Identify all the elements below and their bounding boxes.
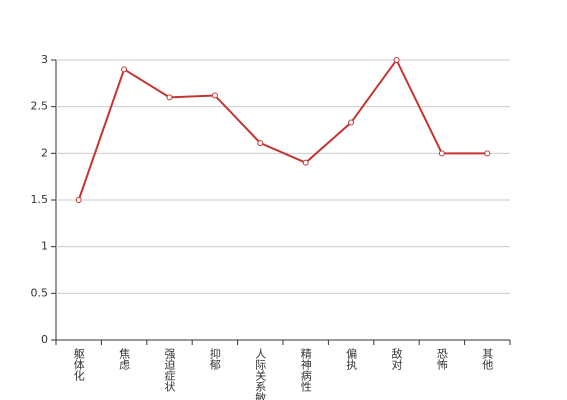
x-tick-label: 强迫症状 (163, 348, 176, 392)
y-tick-label: 3 (41, 53, 48, 66)
x-tick-label: 抑郁 (208, 347, 221, 370)
point (166, 94, 173, 101)
point (211, 92, 218, 99)
x-tick-label: 焦虑 (118, 348, 131, 370)
y-tick-label: 1 (41, 240, 48, 253)
point (302, 159, 309, 166)
x-tick-label: 恐怖 (435, 348, 448, 370)
x-tick-label: 躯体化 (72, 348, 85, 382)
y-tick-label: 0 (41, 333, 48, 346)
x-tick-label: 其他 (481, 348, 494, 370)
point (257, 140, 264, 147)
y-tick-label: 2.5 (31, 100, 49, 113)
x-tick-label: 精神病性 (299, 348, 312, 393)
x-tick-label: 人际关系敏感 (254, 348, 267, 400)
point (75, 197, 82, 203)
y-tick-label: 0.5 (31, 286, 49, 299)
y-tick-label: 2 (41, 146, 48, 159)
line (77, 58, 488, 201)
point (348, 119, 355, 126)
point (393, 57, 400, 63)
point (438, 150, 445, 157)
x-tick-label: 敌对 (390, 347, 403, 370)
point (484, 150, 491, 157)
y-tick-label: 1.5 (31, 193, 49, 206)
point (121, 66, 128, 73)
x-tick-label: 偏执 (345, 347, 358, 371)
